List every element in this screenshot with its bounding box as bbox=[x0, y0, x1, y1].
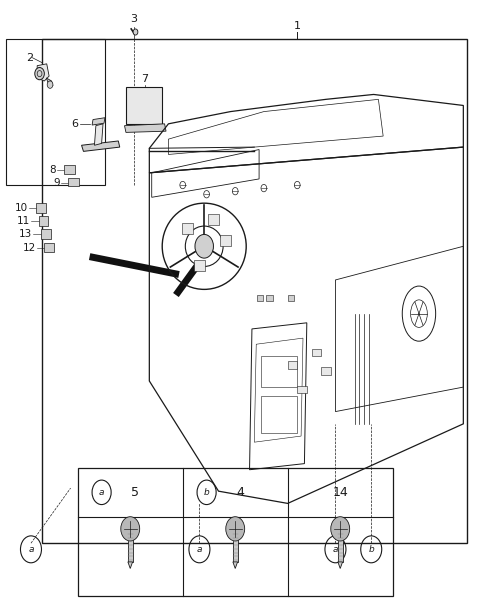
Text: b: b bbox=[368, 545, 374, 554]
Text: 5: 5 bbox=[131, 486, 139, 499]
Polygon shape bbox=[128, 562, 132, 568]
Circle shape bbox=[133, 29, 138, 35]
Bar bbox=[44, 242, 54, 252]
Text: 10: 10 bbox=[14, 204, 28, 213]
Text: 13: 13 bbox=[19, 229, 33, 239]
Text: 2: 2 bbox=[26, 53, 33, 63]
Text: a: a bbox=[28, 545, 34, 554]
Bar bbox=[208, 214, 219, 225]
Bar bbox=[42, 39, 467, 543]
Polygon shape bbox=[338, 562, 343, 568]
Text: 9: 9 bbox=[53, 178, 60, 188]
Bar bbox=[64, 165, 75, 174]
Bar bbox=[68, 178, 79, 186]
Text: 7: 7 bbox=[141, 74, 148, 84]
Text: 11: 11 bbox=[17, 216, 30, 226]
Text: 8: 8 bbox=[49, 165, 56, 175]
Text: 14: 14 bbox=[332, 486, 348, 499]
Bar bbox=[38, 216, 48, 226]
Bar bbox=[126, 87, 162, 124]
Polygon shape bbox=[124, 124, 166, 132]
Text: a: a bbox=[99, 488, 104, 497]
Text: 6: 6 bbox=[72, 119, 79, 129]
Bar bbox=[262, 396, 297, 433]
Polygon shape bbox=[233, 562, 238, 568]
Bar bbox=[36, 204, 46, 213]
Circle shape bbox=[47, 81, 53, 89]
Bar bbox=[262, 357, 297, 387]
Polygon shape bbox=[92, 117, 105, 125]
Circle shape bbox=[35, 68, 44, 80]
Text: b: b bbox=[204, 488, 209, 497]
Bar bbox=[288, 295, 294, 301]
Bar bbox=[194, 260, 205, 271]
Text: 4: 4 bbox=[236, 486, 244, 499]
Circle shape bbox=[331, 517, 349, 541]
Polygon shape bbox=[46, 78, 53, 86]
Bar bbox=[220, 236, 231, 246]
Bar bbox=[6, 39, 106, 185]
Bar bbox=[233, 530, 238, 562]
Circle shape bbox=[121, 517, 140, 541]
Bar bbox=[288, 362, 297, 369]
Circle shape bbox=[226, 517, 245, 541]
Text: 12: 12 bbox=[23, 242, 36, 253]
Bar bbox=[312, 349, 321, 357]
Text: a: a bbox=[333, 545, 338, 554]
Bar bbox=[321, 368, 331, 375]
Bar bbox=[266, 295, 273, 301]
Text: 3: 3 bbox=[131, 14, 138, 24]
Bar bbox=[257, 295, 264, 301]
Circle shape bbox=[195, 234, 214, 258]
Text: 1: 1 bbox=[294, 21, 301, 31]
Polygon shape bbox=[37, 64, 49, 81]
Bar bbox=[41, 229, 50, 239]
Bar bbox=[338, 530, 343, 562]
Text: a: a bbox=[197, 545, 202, 554]
Bar bbox=[128, 530, 132, 562]
Polygon shape bbox=[82, 141, 120, 151]
Polygon shape bbox=[95, 124, 103, 145]
Bar bbox=[297, 386, 307, 393]
Bar bbox=[182, 223, 193, 234]
Bar bbox=[78, 468, 393, 597]
